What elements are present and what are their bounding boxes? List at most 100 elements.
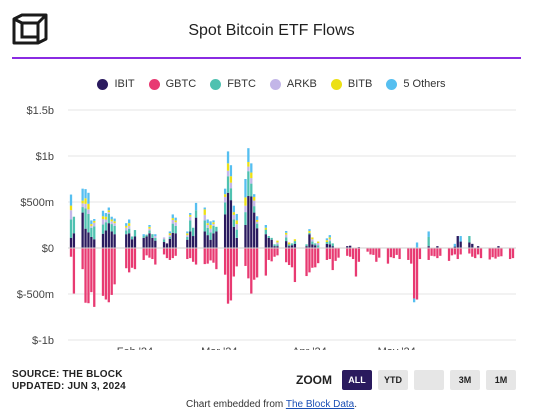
bar-arkb <box>101 219 105 225</box>
bar-ibit <box>273 246 276 248</box>
bar-ibit <box>456 236 459 248</box>
bar-bitb <box>244 197 247 206</box>
bar-5-others <box>194 202 198 211</box>
bar-5-others <box>104 213 108 217</box>
bar-arkb <box>162 237 166 240</box>
bar-gbtc <box>349 248 352 257</box>
bar-arkb <box>148 228 151 231</box>
bar-gbtc <box>372 248 375 255</box>
bar-arkb <box>328 239 331 242</box>
bar-fbtc <box>267 236 270 238</box>
bar-fbtc <box>194 210 198 218</box>
bar-gbtc <box>378 248 381 258</box>
bar-bitb <box>276 240 279 243</box>
chart-title: Spot Bitcoin ETF Flows <box>188 22 355 39</box>
bar-gbtc <box>168 248 172 260</box>
zoom-button-1m[interactable]: 1M <box>486 370 516 390</box>
bar-gbtc <box>508 248 512 260</box>
bar-ibit <box>168 238 172 248</box>
bar-ibit <box>346 246 349 248</box>
bar-gbtc <box>287 248 291 266</box>
legend-item-5-others[interactable]: 5 Others <box>386 78 446 90</box>
bar-5-others <box>427 231 430 237</box>
legend-item-fbtc[interactable]: FBTC <box>210 78 256 90</box>
bar-fbtc <box>276 244 279 247</box>
bar-fbtc <box>84 208 87 229</box>
bar-ibit <box>104 230 108 248</box>
bar-ibit <box>235 237 238 248</box>
the-block-data-link[interactable]: The Block Data <box>285 399 355 410</box>
bar-5-others <box>142 234 145 237</box>
bar-gbtc <box>87 248 90 304</box>
bar-gbtc <box>110 248 113 295</box>
bar-gbtc <box>398 248 401 260</box>
zoom-button-3m[interactable]: 3M <box>450 370 480 390</box>
bar-fbtc <box>229 188 233 201</box>
legend-swatch <box>210 78 222 90</box>
bar-5-others <box>264 225 267 228</box>
bar-arkb <box>104 219 108 223</box>
bar-fbtc <box>325 242 329 244</box>
bar-ibit <box>497 246 500 248</box>
bar-fbtc <box>125 230 128 235</box>
bar-gbtc <box>148 248 151 258</box>
bar-fbtc <box>328 241 331 245</box>
legend-item-bitb[interactable]: BITB <box>330 78 372 90</box>
bar-5-others <box>90 220 93 225</box>
bar-5-others <box>113 218 116 222</box>
bar-arkb <box>69 210 73 220</box>
the-block-logo-icon[interactable] <box>12 11 48 47</box>
bar-arkb <box>223 196 227 203</box>
zoom-button-blank[interactable] <box>414 370 444 390</box>
bar-ibit <box>459 241 462 248</box>
x-tick-label: May '24 <box>378 346 416 350</box>
legend-item-arkb[interactable]: ARKB <box>269 78 317 90</box>
bar-gbtc <box>107 248 110 303</box>
zoom-controls: ZOOM ALL YTD 3M 1M <box>296 370 516 390</box>
bar-gbtc <box>328 248 331 260</box>
bar-gbtc <box>433 248 436 257</box>
bar-bitb <box>168 233 172 236</box>
bar-gbtc <box>215 248 218 270</box>
bar-5-others <box>107 207 110 211</box>
bar-5-others <box>235 213 238 221</box>
bar-5-others <box>212 220 215 223</box>
zoom-button-ytd[interactable]: YTD <box>378 370 408 390</box>
legend-item-gbtc[interactable]: GBTC <box>148 78 197 90</box>
bar-fbtc <box>72 216 76 234</box>
bar-bitb <box>174 220 177 223</box>
bar-arkb <box>113 223 116 226</box>
bar-gbtc <box>270 248 273 262</box>
bar-gbtc <box>235 248 238 267</box>
bar-gbtc <box>436 248 439 259</box>
legend-label: GBTC <box>165 78 197 90</box>
bar-fbtc <box>293 241 297 244</box>
bar-gbtc <box>189 248 192 259</box>
bar-fbtc <box>87 213 90 233</box>
bar-gbtc <box>253 248 256 280</box>
bar-fbtc <box>191 227 195 237</box>
x-tick-label: Mar '24 <box>201 346 237 350</box>
zoom-button-all[interactable]: ALL <box>342 370 372 390</box>
bar-gbtc <box>128 248 131 273</box>
bar-arkb <box>171 219 174 224</box>
bar-ibit <box>229 200 233 248</box>
bar-arkb <box>93 222 96 227</box>
footer-text: Chart embedded from <box>185 399 286 410</box>
bar-bitb <box>128 223 131 226</box>
y-tick-label: $-1b <box>32 335 54 347</box>
bar-fbtc <box>226 176 230 193</box>
bar-bitb <box>69 205 73 211</box>
bar-gbtc <box>212 248 215 263</box>
bar-gbtc <box>407 248 410 260</box>
bar-ibit <box>215 231 218 248</box>
chart-legend: IBIT GBTC FBTC ARKB BITB 5 Others <box>0 78 543 90</box>
bar-gbtc <box>500 248 503 257</box>
bar-bitb <box>308 230 311 233</box>
bar-bitb <box>81 200 84 204</box>
bar-arkb <box>255 221 259 224</box>
bar-gbtc <box>273 248 276 257</box>
bar-arkb <box>226 170 230 177</box>
legend-item-ibit[interactable]: IBIT <box>97 78 135 90</box>
bar-ibit <box>232 226 235 248</box>
